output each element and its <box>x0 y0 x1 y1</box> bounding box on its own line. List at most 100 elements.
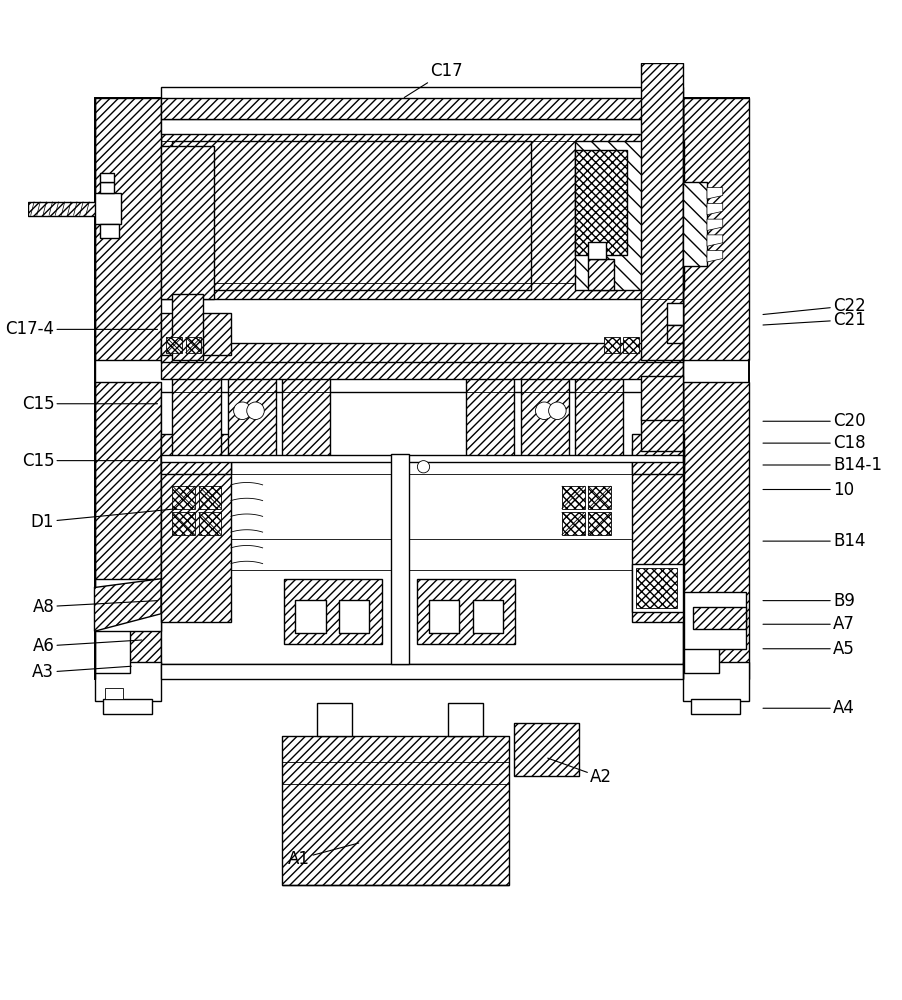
Text: A8: A8 <box>32 598 157 616</box>
Bar <box>28 202 98 216</box>
Bar <box>417 579 515 644</box>
Bar <box>561 512 584 535</box>
Text: A5: A5 <box>762 640 854 658</box>
Bar <box>513 723 578 776</box>
Bar <box>161 455 682 462</box>
Polygon shape <box>706 188 722 199</box>
Bar <box>587 242 605 259</box>
Bar <box>391 454 409 664</box>
Bar <box>227 378 275 461</box>
Text: C15: C15 <box>22 395 157 413</box>
Circle shape <box>535 402 552 420</box>
Bar <box>161 119 682 134</box>
Bar <box>105 688 123 699</box>
Bar <box>95 629 129 673</box>
Polygon shape <box>706 251 722 262</box>
Text: B9: B9 <box>762 592 854 610</box>
Bar <box>198 486 221 509</box>
Bar <box>317 703 352 736</box>
Text: D1: D1 <box>31 509 177 531</box>
Bar <box>575 150 627 255</box>
Bar <box>95 579 161 631</box>
Bar <box>682 182 706 266</box>
Bar <box>161 133 682 299</box>
Bar <box>561 486 584 509</box>
Bar <box>684 629 719 673</box>
Bar <box>691 699 740 714</box>
Bar <box>161 448 231 622</box>
Bar <box>95 612 121 629</box>
Bar <box>172 512 195 535</box>
Bar <box>447 703 483 736</box>
Bar <box>631 434 684 474</box>
Text: C15: C15 <box>22 452 157 470</box>
Text: C18: C18 <box>762 434 865 452</box>
Bar <box>172 486 195 509</box>
Bar <box>95 662 161 701</box>
Text: A1: A1 <box>288 843 358 868</box>
Bar <box>281 736 509 885</box>
Text: C17-4: C17-4 <box>5 320 157 338</box>
Text: 10: 10 <box>762 481 853 499</box>
Circle shape <box>234 402 251 420</box>
Polygon shape <box>706 203 722 215</box>
Bar <box>161 360 682 379</box>
Bar <box>640 416 682 451</box>
Bar <box>692 607 745 629</box>
Bar <box>587 486 610 509</box>
Polygon shape <box>166 337 182 353</box>
Bar <box>161 392 682 664</box>
Text: A7: A7 <box>762 615 854 633</box>
Polygon shape <box>706 219 722 231</box>
Bar <box>95 98 161 360</box>
Bar <box>465 378 513 461</box>
Bar <box>99 182 114 193</box>
Bar <box>692 612 719 629</box>
Bar <box>666 325 682 343</box>
Text: A3: A3 <box>32 663 131 681</box>
Bar <box>99 173 114 182</box>
Text: C22: C22 <box>762 297 865 315</box>
Bar <box>161 664 682 679</box>
Bar <box>281 378 329 461</box>
Bar <box>95 382 161 679</box>
Bar <box>283 579 381 644</box>
Polygon shape <box>622 337 638 353</box>
Bar <box>520 378 568 461</box>
Bar <box>172 378 220 461</box>
Bar <box>640 63 682 360</box>
Polygon shape <box>635 568 676 608</box>
Bar <box>295 600 325 633</box>
Polygon shape <box>95 579 161 631</box>
Bar <box>172 141 530 290</box>
Polygon shape <box>603 337 619 353</box>
Bar <box>587 512 610 535</box>
Circle shape <box>417 461 429 473</box>
Text: B14-1: B14-1 <box>762 456 881 474</box>
Bar <box>587 259 613 290</box>
Polygon shape <box>185 337 201 353</box>
Bar <box>575 141 684 290</box>
Bar <box>99 224 119 238</box>
Bar <box>161 87 682 98</box>
Text: C20: C20 <box>762 412 865 430</box>
Bar <box>631 564 682 612</box>
Text: B14: B14 <box>762 532 864 550</box>
Circle shape <box>548 402 566 420</box>
Bar <box>95 98 748 679</box>
Bar <box>161 146 213 299</box>
Bar <box>682 98 748 360</box>
Bar <box>95 193 121 224</box>
Bar <box>161 343 682 362</box>
Bar <box>682 382 748 679</box>
Text: A4: A4 <box>762 699 854 717</box>
Bar <box>472 600 502 633</box>
Circle shape <box>246 402 264 420</box>
Bar <box>103 699 152 714</box>
Bar <box>682 662 748 701</box>
Bar <box>428 600 459 633</box>
Bar <box>161 434 231 474</box>
Polygon shape <box>706 235 722 246</box>
Bar <box>161 97 682 119</box>
Bar <box>198 512 221 535</box>
